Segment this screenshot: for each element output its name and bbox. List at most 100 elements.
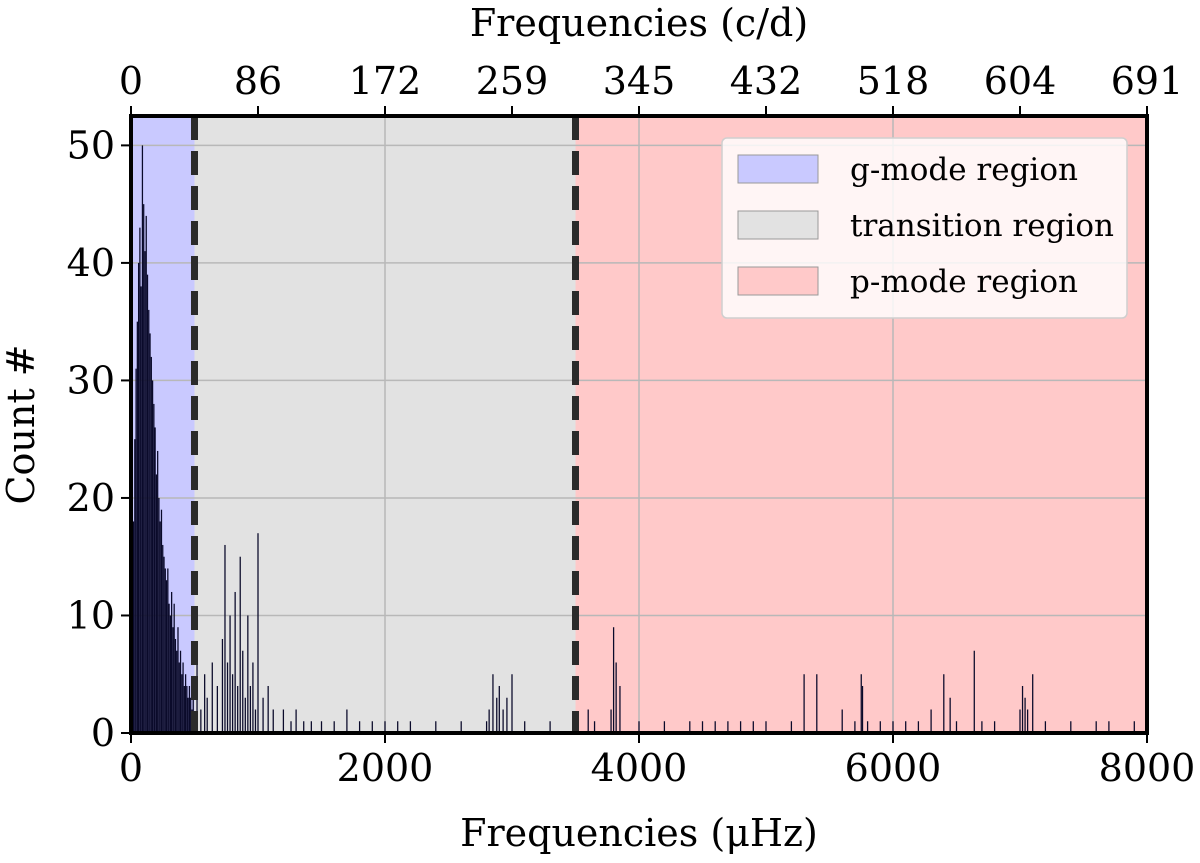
histogram-bar-0-87 — [460, 721, 462, 733]
histogram-bar-0-62 — [239, 556, 241, 733]
histogram-bar-0-113 — [790, 721, 793, 733]
histogram-bar-0-45 — [188, 685, 191, 733]
histogram-bar-0-19 — [155, 474, 158, 733]
histogram-bar-0-55 — [221, 638, 224, 733]
histogram-bar-0-112 — [765, 721, 767, 733]
histogram-bar-0-37 — [178, 662, 180, 733]
histogram-bar-0-65 — [247, 615, 249, 733]
y-tick-label-3: 30 — [67, 358, 115, 402]
histogram-bar-0-127 — [949, 697, 951, 733]
histogram-bar-0-60 — [234, 591, 236, 733]
histogram-bar-0-63 — [242, 650, 244, 733]
y-tick-label-2: 20 — [67, 476, 115, 520]
histogram-bar-0-94 — [506, 697, 508, 733]
y-tick-label-5: 50 — [67, 123, 115, 167]
histogram-bar-0-61 — [237, 685, 239, 733]
x-tick-label-1: 2000 — [337, 746, 434, 790]
histogram-bar-0-125 — [930, 709, 932, 733]
histogram-bar-0-76 — [303, 721, 305, 733]
top-tick-label-8: 691 — [1111, 59, 1184, 103]
histogram-bar-0-86 — [435, 721, 437, 733]
histogram-bar-0-36 — [177, 627, 179, 733]
histogram-bar-0-126 — [943, 674, 945, 733]
histogram-bar-0-30 — [169, 615, 172, 733]
histogram-bar-0-129 — [973, 650, 975, 733]
histogram-bar-0-95 — [511, 674, 513, 733]
histogram-bar-0-44 — [187, 697, 189, 733]
histogram-bar-0-102 — [615, 662, 617, 733]
histogram-bar-0-68 — [254, 709, 257, 733]
histogram-bar-0-8 — [141, 145, 144, 733]
histogram-bar-0-57 — [226, 662, 229, 733]
histogram-bar-0-67 — [252, 662, 254, 733]
legend-swatch-2 — [737, 266, 819, 296]
histogram-bar-0-6 — [139, 227, 141, 733]
histogram-bar-0-40 — [182, 662, 184, 733]
histogram-bar-0-25 — [163, 556, 165, 733]
histogram-bar-0-128 — [955, 721, 958, 733]
histogram-bar-0-11 — [145, 215, 147, 733]
histogram-bar-0-133 — [1021, 685, 1024, 733]
histogram-bar-0-54 — [216, 685, 218, 733]
histogram-bar-0-91 — [496, 697, 498, 733]
histogram-bar-0-70 — [262, 697, 264, 733]
histogram-bar-0-77 — [310, 721, 312, 733]
histogram-bar-0-90 — [492, 674, 494, 733]
y-tick-label-1: 10 — [67, 593, 115, 637]
histogram-bar-0-14 — [149, 333, 151, 733]
histogram-bar-0-52 — [206, 697, 208, 733]
histogram-bar-0-1 — [132, 521, 135, 733]
histogram-bar-0-131 — [993, 721, 996, 733]
y-axis-label: Count # — [0, 344, 43, 504]
histogram-bar-0-120 — [866, 721, 869, 733]
histogram-bar-0-32 — [172, 627, 174, 733]
histogram-bar-0-108 — [714, 721, 716, 733]
histogram-bar-0-2 — [134, 439, 136, 733]
histogram-bar-0-105 — [663, 721, 666, 733]
histogram-bar-0-42 — [184, 674, 187, 733]
histogram-bar-0-73 — [282, 709, 285, 733]
top-tick-label-7: 604 — [984, 59, 1057, 103]
histogram-bar-0-80 — [346, 709, 348, 733]
histogram-bar-0-140 — [1108, 721, 1110, 733]
legend-swatch-0 — [737, 154, 819, 184]
histogram-bar-0-124 — [917, 721, 920, 733]
top-tick-label-3: 259 — [476, 59, 549, 103]
histogram-bar-0-139 — [1095, 721, 1097, 733]
histogram-bar-0-21 — [158, 497, 160, 733]
histogram-bar-0-75 — [295, 709, 297, 733]
histogram-bar-0-43 — [186, 685, 188, 733]
histogram-bar-0-88 — [485, 721, 488, 733]
histogram-bar-0-83 — [384, 721, 386, 733]
histogram-bar-0-114 — [803, 674, 805, 733]
histogram-bar-0-109 — [727, 721, 729, 733]
histogram-bar-0-3 — [135, 368, 137, 733]
legend-label-1: transition region — [850, 208, 1114, 244]
histogram-bar-0-100 — [610, 709, 612, 733]
top-tick-label-5: 432 — [730, 59, 803, 103]
histogram-bar-0-93 — [502, 709, 504, 733]
histogram-bar-0-16 — [151, 380, 154, 733]
histogram-bar-0-101 — [612, 627, 615, 733]
histogram-bar-0-64 — [244, 697, 246, 733]
histogram-bar-0-58 — [229, 615, 231, 733]
histogram-bar-0-22 — [159, 521, 161, 733]
histogram-bar-0-97 — [549, 721, 551, 733]
histogram-bar-0-137 — [1044, 721, 1047, 733]
histogram-bar-0-119 — [861, 685, 864, 733]
histogram-bar-0-118 — [860, 674, 862, 733]
histogram-bar-0-72 — [272, 709, 274, 733]
histogram-bar-0-4 — [136, 321, 138, 733]
histogram-bar-0-110 — [739, 721, 742, 733]
histogram-bar-0-71 — [267, 685, 269, 733]
x-tick-label-3: 6000 — [845, 746, 942, 790]
histogram-bar-0-82 — [371, 721, 373, 733]
histogram-bar-0-122 — [892, 721, 894, 733]
histogram-bar-0-7 — [140, 286, 142, 733]
legend-box — [721, 137, 1128, 319]
histogram-bar-0-18 — [154, 427, 156, 733]
histogram-bar-0-74 — [290, 721, 292, 733]
histogram-bar-0-84 — [397, 721, 399, 733]
